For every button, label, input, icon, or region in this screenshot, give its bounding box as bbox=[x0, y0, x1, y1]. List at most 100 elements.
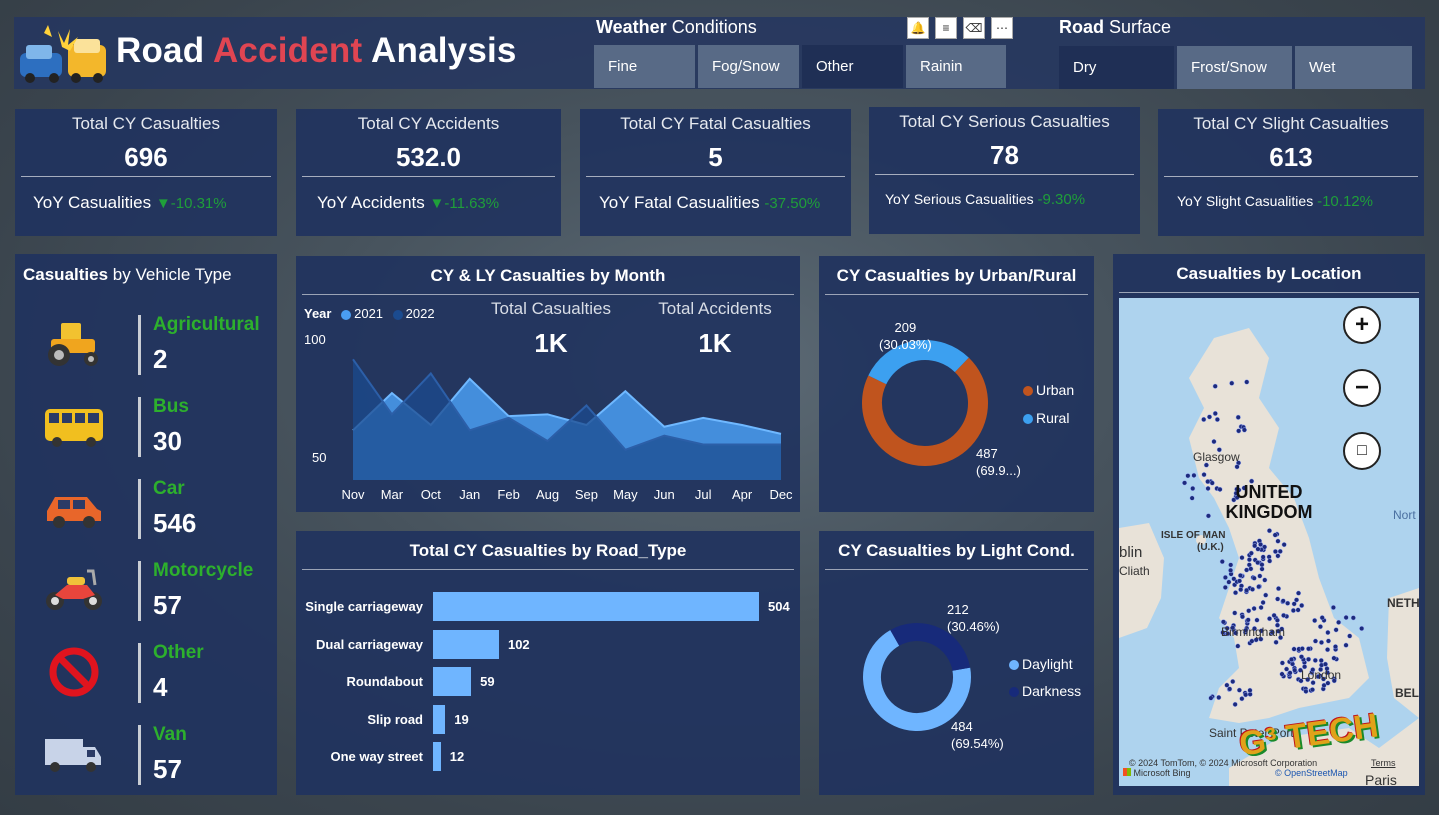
map-point[interactable] bbox=[1274, 617, 1280, 623]
map-point[interactable] bbox=[1269, 629, 1275, 635]
map-point[interactable] bbox=[1243, 627, 1249, 633]
map-point[interactable] bbox=[1318, 639, 1325, 645]
map-point[interactable] bbox=[1247, 687, 1253, 693]
map-point[interactable] bbox=[1235, 643, 1241, 649]
map-point[interactable] bbox=[1310, 680, 1316, 686]
map-point[interactable] bbox=[1236, 578, 1243, 584]
map-point[interactable] bbox=[1295, 607, 1301, 613]
map-point[interactable] bbox=[1244, 587, 1250, 593]
map-point[interactable] bbox=[1212, 410, 1218, 417]
map-point[interactable] bbox=[1206, 414, 1213, 420]
bar-roundabout[interactable] bbox=[433, 667, 472, 696]
map-point[interactable] bbox=[1325, 647, 1331, 653]
map-point[interactable] bbox=[1267, 558, 1273, 564]
map-point[interactable] bbox=[1275, 553, 1281, 559]
map-point[interactable] bbox=[1185, 473, 1191, 479]
map-point[interactable] bbox=[1330, 604, 1336, 611]
vehicle-item-bus[interactable]: Bus 30 bbox=[15, 393, 277, 473]
map-point[interactable] bbox=[1256, 584, 1262, 590]
map-point[interactable] bbox=[1274, 622, 1281, 628]
map-point[interactable] bbox=[1275, 586, 1282, 592]
vehicle-item-agricultural[interactable]: Agricultural 2 bbox=[15, 311, 277, 391]
map-point[interactable] bbox=[1211, 439, 1217, 445]
map-point[interactable] bbox=[1231, 576, 1237, 582]
filter-icon[interactable]: ≡ bbox=[935, 17, 957, 39]
map-point[interactable] bbox=[1290, 607, 1296, 614]
map-point[interactable] bbox=[1244, 567, 1250, 573]
map-point[interactable] bbox=[1331, 655, 1337, 661]
map-point[interactable] bbox=[1217, 486, 1223, 492]
map-point[interactable] bbox=[1302, 664, 1308, 670]
slice-darkness[interactable] bbox=[890, 623, 971, 672]
map-point[interactable] bbox=[1279, 671, 1285, 677]
legend-2022[interactable]: 2022 bbox=[405, 306, 435, 321]
map-point[interactable] bbox=[1227, 686, 1233, 692]
map-point[interactable] bbox=[1281, 612, 1287, 618]
map-point[interactable] bbox=[1248, 550, 1254, 556]
legend-urban[interactable]: Urban bbox=[1023, 382, 1074, 398]
map-point[interactable] bbox=[1320, 676, 1327, 682]
map-point[interactable] bbox=[1236, 428, 1242, 434]
map-point[interactable] bbox=[1312, 617, 1318, 624]
map-point[interactable] bbox=[1298, 654, 1305, 660]
map-point[interactable] bbox=[1291, 646, 1297, 652]
map-point[interactable] bbox=[1309, 687, 1316, 693]
map-point[interactable] bbox=[1246, 608, 1252, 614]
legend-daylight[interactable]: Daylight bbox=[1009, 656, 1073, 672]
map-point[interactable] bbox=[1258, 604, 1264, 611]
map-point[interactable] bbox=[1216, 694, 1222, 701]
map-point[interactable] bbox=[1255, 560, 1261, 566]
map-point[interactable] bbox=[1208, 695, 1214, 701]
map-point[interactable] bbox=[1267, 616, 1273, 622]
map-point[interactable] bbox=[1220, 619, 1226, 625]
map-point[interactable] bbox=[1285, 600, 1291, 606]
map-point[interactable] bbox=[1332, 644, 1339, 650]
map-point[interactable] bbox=[1241, 485, 1247, 491]
map-point[interactable] bbox=[1287, 670, 1293, 676]
map-point[interactable] bbox=[1251, 605, 1257, 612]
map-point[interactable] bbox=[1272, 548, 1278, 555]
map-point[interactable] bbox=[1224, 625, 1230, 631]
bar-one-way-street[interactable] bbox=[433, 742, 441, 771]
map-point[interactable] bbox=[1262, 577, 1268, 583]
map-point[interactable] bbox=[1238, 587, 1244, 593]
map-point[interactable] bbox=[1305, 656, 1312, 662]
map-point[interactable] bbox=[1310, 667, 1316, 673]
map-point[interactable] bbox=[1325, 638, 1332, 644]
map-point[interactable] bbox=[1319, 615, 1325, 621]
map-point[interactable] bbox=[1220, 629, 1226, 636]
map-point[interactable] bbox=[1259, 562, 1265, 568]
vehicle-item-motorcycle[interactable]: Motorcycle 57 bbox=[15, 557, 277, 637]
map-point[interactable] bbox=[1263, 592, 1269, 598]
map-point[interactable] bbox=[1315, 674, 1321, 680]
surface-option-frost-snow[interactable]: Frost/Snow bbox=[1177, 46, 1292, 89]
map-point[interactable] bbox=[1295, 590, 1302, 596]
map-point[interactable] bbox=[1232, 590, 1239, 596]
bell-icon[interactable]: 🔔 bbox=[907, 17, 929, 39]
map-point[interactable] bbox=[1336, 619, 1342, 625]
map-point[interactable] bbox=[1241, 427, 1247, 433]
map-point[interactable] bbox=[1229, 380, 1235, 386]
map-point[interactable] bbox=[1205, 485, 1211, 492]
weather-option-raining[interactable]: Rainin bbox=[906, 45, 1006, 88]
map-point[interactable] bbox=[1205, 513, 1211, 519]
map-point[interactable] bbox=[1191, 472, 1197, 478]
map-point[interactable] bbox=[1262, 544, 1268, 550]
map-point[interactable] bbox=[1318, 666, 1324, 672]
map-point[interactable] bbox=[1189, 495, 1195, 501]
map-point[interactable] bbox=[1292, 667, 1298, 673]
map-point[interactable] bbox=[1303, 688, 1309, 694]
map-point[interactable] bbox=[1190, 485, 1196, 492]
map-point[interactable] bbox=[1257, 573, 1263, 579]
map-point[interactable] bbox=[1236, 687, 1242, 693]
map-point[interactable] bbox=[1322, 661, 1328, 667]
bar-dual-carriageway[interactable] bbox=[433, 629, 499, 659]
map-point[interactable] bbox=[1324, 666, 1330, 672]
map-point[interactable] bbox=[1243, 692, 1249, 698]
map-point[interactable] bbox=[1306, 646, 1312, 652]
map-terms-link[interactable]: Terms bbox=[1371, 758, 1396, 768]
map-osm-link[interactable]: © OpenStreetMap bbox=[1275, 768, 1348, 778]
surface-option-dry[interactable]: Dry bbox=[1059, 46, 1174, 89]
map-point[interactable] bbox=[1232, 701, 1238, 707]
map-point[interactable] bbox=[1251, 575, 1257, 581]
